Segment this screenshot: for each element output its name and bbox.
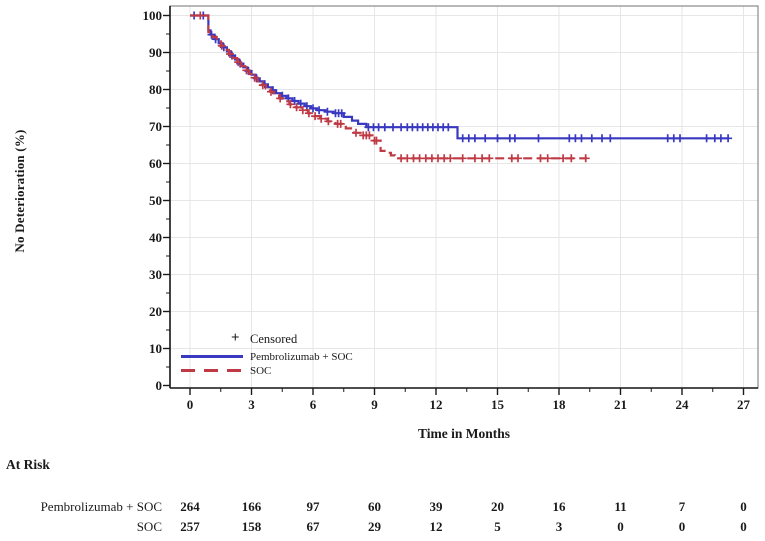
at-risk-count: 7 xyxy=(678,499,686,514)
at-risk-count: 20 xyxy=(491,499,504,514)
y-tick-label: 90 xyxy=(149,45,162,60)
y-tick-label: 10 xyxy=(149,341,162,356)
y-tick-label: 40 xyxy=(149,230,162,245)
legend-series1-label: Pembrolizumab + SOC xyxy=(250,351,353,363)
at-risk-count: 16 xyxy=(552,499,566,514)
x-tick-label: 6 xyxy=(309,397,317,412)
at-risk-count: 12 xyxy=(429,519,443,534)
x-tick-label: 27 xyxy=(737,397,750,412)
x-axis-title: Time in Months xyxy=(417,426,510,441)
x-tick-label: 18 xyxy=(552,397,566,412)
at-risk-count: 0 xyxy=(740,499,747,514)
at-risk-row2-label: SOC xyxy=(136,519,162,534)
y-tick-label: 100 xyxy=(142,8,163,23)
x-tick-label: 15 xyxy=(491,397,504,412)
x-tick-label: 12 xyxy=(429,397,443,412)
series1-line-swatch xyxy=(181,355,243,358)
y-tick-label: 0 xyxy=(155,378,163,393)
legend-censored-label: Censored xyxy=(250,332,298,346)
at-risk-title: At Risk xyxy=(6,457,50,472)
at-risk-count: 3 xyxy=(555,519,563,534)
y-tick-label: 30 xyxy=(149,267,162,282)
at-risk-count: 257 xyxy=(180,519,200,534)
x-tick-label: 9 xyxy=(371,397,378,412)
at-risk-count: 158 xyxy=(241,519,262,534)
y-tick-label: 70 xyxy=(149,119,162,134)
at-risk-count: 264 xyxy=(180,499,200,514)
at-risk-count: 166 xyxy=(241,499,262,514)
series2-line-swatch xyxy=(181,369,243,372)
at-risk-count: 0 xyxy=(740,519,747,534)
at-risk-row1-label: Pembrolizumab + SOC xyxy=(40,499,162,514)
at-risk-count: 60 xyxy=(368,499,381,514)
x-tick-label: 24 xyxy=(675,397,689,412)
x-tick-label: 3 xyxy=(248,397,255,412)
y-axis-title: No Deterioration (%) xyxy=(12,129,27,253)
y-tick-label: 60 xyxy=(149,156,162,171)
x-tick-label: 0 xyxy=(186,397,194,412)
at-risk-count: 67 xyxy=(306,519,320,534)
at-risk-count: 0 xyxy=(617,519,624,534)
at-risk-count: 11 xyxy=(614,499,627,514)
legend-series2-label: SOC xyxy=(250,365,272,377)
at-risk-count: 97 xyxy=(306,499,320,514)
x-tick-label: 21 xyxy=(614,397,627,412)
y-tick-label: 20 xyxy=(149,304,162,319)
y-tick-label: 50 xyxy=(149,193,162,208)
at-risk-count: 5 xyxy=(494,519,501,534)
at-risk-count: 39 xyxy=(429,499,443,514)
at-risk-count: 29 xyxy=(368,519,381,534)
y-tick-label: 80 xyxy=(149,82,162,97)
censored-plus-icon: + xyxy=(231,330,240,346)
at-risk-count: 0 xyxy=(678,519,686,534)
